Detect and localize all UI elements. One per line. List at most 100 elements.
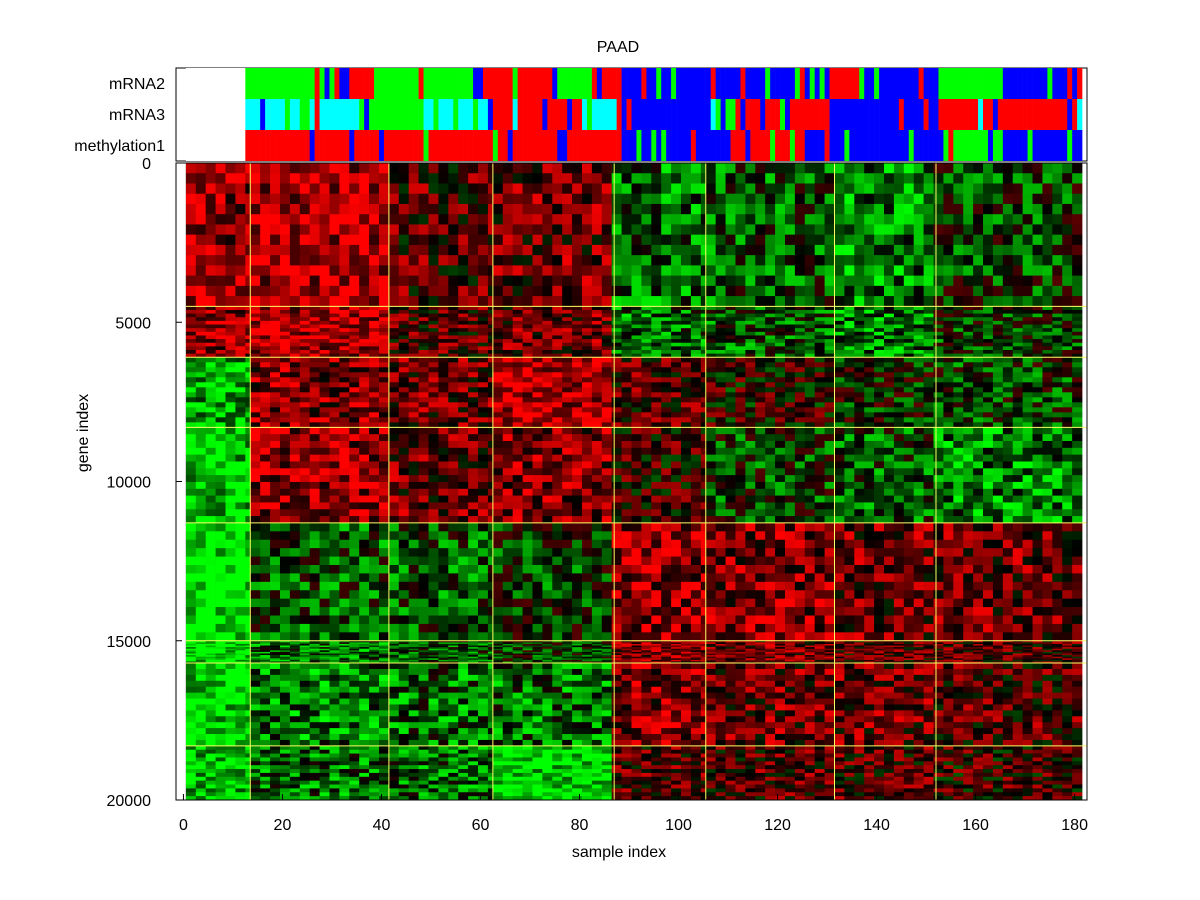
heatmap-cell — [903, 163, 915, 174]
heatmap-cell — [418, 320, 429, 325]
heatmap-cell — [601, 306, 612, 311]
heatmap-cell — [388, 324, 400, 329]
heatmap-cell — [715, 377, 726, 383]
heatmap-cell — [458, 335, 469, 340]
heatmap-cell — [1022, 362, 1033, 368]
heatmap-cell — [329, 417, 340, 423]
heatmap-cell — [309, 392, 320, 398]
heatmap-cell — [903, 317, 915, 322]
heatmap-cell — [953, 183, 964, 195]
heatmap-cell — [428, 357, 439, 363]
heatmap-cell — [834, 331, 845, 336]
heatmap-cell — [581, 402, 593, 408]
heatmap-cell — [973, 193, 984, 205]
annotation-cell — [745, 68, 751, 99]
heatmap-cell — [631, 285, 642, 297]
heatmap-cell — [349, 387, 360, 393]
heatmap-cell — [398, 509, 410, 517]
heatmap-cell — [438, 447, 449, 455]
heatmap-cell — [705, 412, 716, 418]
heatmap-cell — [621, 255, 632, 266]
heatmap-cell — [1052, 163, 1063, 174]
heatmap-cell — [215, 422, 226, 428]
heatmap-cell — [621, 324, 632, 329]
annotation-cell — [725, 68, 731, 99]
heatmap-cell — [591, 214, 603, 225]
heatmap-cell — [532, 265, 543, 276]
heatmap-cell — [438, 183, 449, 195]
annotation-cell — [864, 130, 870, 161]
heatmap-cell — [185, 173, 197, 184]
annotation-cell — [715, 68, 721, 99]
heatmap-cell — [715, 342, 726, 347]
heatmap-cell — [775, 357, 786, 363]
annotation-cell — [958, 68, 964, 99]
heatmap-cell — [512, 407, 523, 413]
heatmap-cell — [215, 488, 226, 496]
heatmap-cell — [532, 275, 543, 287]
heatmap-cell — [992, 335, 1004, 340]
heatmap-cell — [765, 244, 776, 256]
heatmap-cell — [438, 320, 449, 325]
heatmap-cell — [319, 407, 330, 413]
annotation-cell — [294, 68, 301, 99]
heatmap-cell — [735, 331, 746, 336]
heatmap-cell — [705, 377, 716, 383]
annotation-cell — [651, 130, 657, 161]
heatmap-cell — [591, 339, 603, 344]
heatmap-cell — [903, 203, 915, 215]
heatmap-cell — [963, 285, 974, 297]
annotation-cell — [581, 99, 588, 130]
heatmap-cell — [359, 328, 370, 333]
annotation-cell — [275, 68, 281, 99]
heatmap-cell — [458, 397, 469, 403]
heatmap-cell — [492, 255, 504, 266]
heatmap-cell — [611, 407, 622, 413]
heatmap-cell — [973, 387, 984, 393]
heatmap-cell — [973, 335, 984, 340]
heatmap-cell — [854, 392, 865, 398]
annotation-cell — [383, 130, 390, 161]
annotation-track-label: mRNA2 — [109, 76, 165, 93]
heatmap-cell — [329, 412, 340, 418]
heatmap-cell — [428, 392, 439, 398]
heatmap-cell — [631, 407, 642, 413]
heatmap-cell — [522, 475, 533, 483]
heatmap-cell — [814, 173, 825, 184]
heatmap-cell — [631, 335, 642, 340]
heatmap-cell — [319, 454, 330, 462]
heatmap-cell — [884, 313, 895, 318]
heatmap-cell — [369, 422, 380, 428]
heatmap-cell — [651, 342, 662, 347]
heatmap-cell — [1062, 353, 1073, 358]
annotation-cell — [636, 68, 642, 99]
heatmap-cell — [775, 193, 786, 205]
heatmap-cell — [611, 328, 622, 333]
heatmap-cell — [319, 320, 330, 325]
heatmap-cell — [963, 335, 974, 340]
annotation-cell — [705, 130, 712, 161]
heatmap-cell — [398, 335, 410, 340]
heatmap-cell — [522, 387, 533, 393]
heatmap-cell — [725, 306, 736, 311]
heatmap-cell — [992, 324, 1004, 329]
annotation-cell — [418, 68, 424, 99]
heatmap-cell — [1042, 362, 1053, 368]
heatmap-cell — [834, 214, 845, 225]
heatmap-cell — [983, 173, 994, 184]
heatmap-cell — [562, 203, 573, 215]
heatmap-cell — [428, 367, 439, 373]
heatmap-cell — [844, 397, 855, 403]
heatmap-cell — [289, 392, 301, 398]
heatmap-cell — [349, 193, 360, 205]
heatmap-cell — [448, 163, 459, 174]
heatmap-cell — [329, 317, 340, 322]
heatmap-cell — [225, 285, 236, 297]
annotation-cell — [235, 68, 241, 99]
heatmap-cell — [309, 495, 320, 503]
heatmap-cell — [983, 275, 994, 287]
heatmap-cell — [512, 342, 523, 347]
heatmap-cell — [834, 317, 845, 322]
heatmap-cell — [185, 255, 197, 266]
heatmap-cell — [572, 328, 583, 333]
